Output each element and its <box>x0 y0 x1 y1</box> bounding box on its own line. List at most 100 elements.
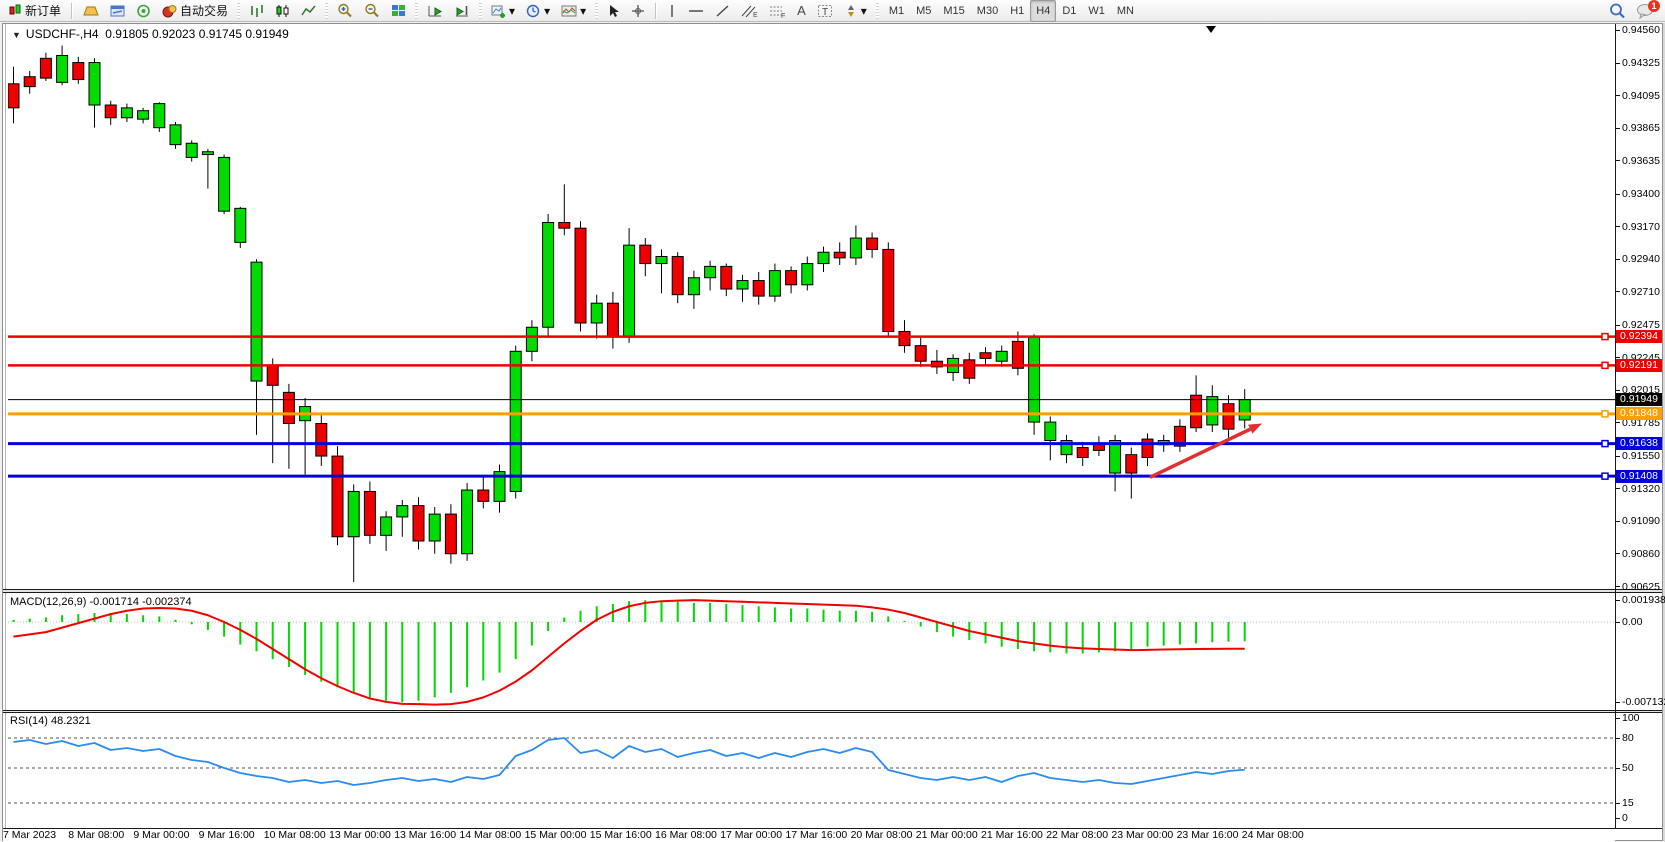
timeframe-M30[interactable]: M30 <box>976 4 999 17</box>
time-label: 8 Mar 08:00 <box>68 829 125 841</box>
main-toolbar: 新订单 自动交易 ▾ ▾ <box>0 0 1665 22</box>
new-order-button[interactable]: 新订单 <box>4 0 66 22</box>
rsi-panel-canvas[interactable] <box>8 713 1615 828</box>
time-label: 23 Mar 16:00 <box>1176 829 1239 841</box>
macd-label: -0.007132 <box>1622 696 1665 709</box>
profiles-dropdown[interactable]: ▾ <box>521 0 555 22</box>
time-label: 24 Mar 08:00 <box>1241 829 1304 841</box>
price-label: 0.93170 <box>1622 220 1660 233</box>
search-button[interactable] <box>1604 0 1631 22</box>
macd-splitter[interactable] <box>3 590 1662 592</box>
zoom-in-button[interactable] <box>332 0 358 22</box>
timeframe-M1[interactable]: M1 <box>888 4 905 17</box>
price-tick <box>1616 258 1620 260</box>
cursor-button[interactable] <box>602 0 625 22</box>
time-label: 15 Mar 16:00 <box>589 829 652 841</box>
macd-panel-canvas[interactable] <box>8 593 1615 710</box>
time-label: 7 Mar 2023 <box>3 829 57 841</box>
candle-chart-button[interactable] <box>270 0 295 22</box>
main-chart-bottom-border <box>3 589 1662 590</box>
tile-windows-button[interactable] <box>386 0 411 22</box>
new-chart-dropdown[interactable]: ▾ <box>486 0 520 22</box>
zoom-out-button[interactable] <box>359 0 385 22</box>
timeframe-H1[interactable]: H1 <box>1010 4 1025 17</box>
window-left-edge <box>5 24 6 841</box>
price-label: 0.92710 <box>1622 285 1660 298</box>
market-window-icon <box>110 5 125 16</box>
price-label: 0.93865 <box>1622 122 1660 135</box>
vertical-line-button[interactable] <box>662 0 682 22</box>
rsi-bottom-border <box>3 828 1662 829</box>
autoscroll-button[interactable] <box>422 0 448 22</box>
horizontal-line-button[interactable] <box>683 0 709 22</box>
timeframe-H4[interactable]: H4 <box>1030 0 1057 22</box>
line-chart-button[interactable] <box>296 0 321 22</box>
rsi-tick <box>1616 737 1620 739</box>
notifications-button[interactable]: 1 <box>1631 0 1660 22</box>
price-label: 0.91550 <box>1622 450 1660 463</box>
fibonacci-button[interactable]: F <box>764 0 791 22</box>
text-button[interactable]: A <box>792 0 811 22</box>
resistance-line-upper-handle[interactable] <box>1601 332 1609 341</box>
price-badge-0.91408: 0.91408 <box>1616 469 1662 483</box>
new-order-icon <box>9 4 21 15</box>
autotrade-button[interactable]: 自动交易 <box>157 0 233 22</box>
price-label: 0.92940 <box>1622 253 1660 266</box>
price-tick <box>1616 389 1620 391</box>
price-tick <box>1616 422 1620 424</box>
price-tick <box>1616 291 1620 293</box>
autoscroll-icon <box>428 5 443 16</box>
support-line-upper-handle[interactable] <box>1601 439 1609 448</box>
price-tick <box>1616 520 1620 522</box>
trend-arrow[interactable] <box>1149 427 1252 479</box>
chart-shift-marker[interactable] <box>1206 26 1216 33</box>
price-label: 0.94325 <box>1622 57 1660 70</box>
price-label: 0.93400 <box>1622 188 1660 201</box>
timeframe-W1[interactable]: W1 <box>1088 4 1105 17</box>
chevron-down-icon: ▾ <box>580 3 587 18</box>
price-chart-canvas[interactable] <box>8 24 1615 590</box>
bar-chart-button[interactable] <box>244 0 269 22</box>
price-tick <box>1616 324 1620 326</box>
collapse-triangle-icon[interactable]: ▼ <box>12 30 21 40</box>
gold-button[interactable] <box>78 0 104 22</box>
time-label: 10 Mar 08:00 <box>263 829 326 841</box>
macd-bottom-border <box>3 710 1662 711</box>
pivot-line-orange-handle[interactable] <box>1601 410 1609 418</box>
templates-dropdown[interactable]: ▾ <box>556 0 591 22</box>
timeframe-M15[interactable]: M15 <box>943 4 965 17</box>
signal-button[interactable] <box>131 0 156 22</box>
timeframe-D1[interactable]: D1 <box>1062 4 1077 17</box>
timeframe-MN[interactable]: MN <box>1116 4 1134 17</box>
macd-label: 0.00 <box>1622 616 1643 628</box>
new-order-label: 新订单 <box>25 4 62 18</box>
channel-icon: E <box>741 5 758 18</box>
macd-tick <box>1616 621 1620 623</box>
svg-text:T: T <box>822 7 828 18</box>
price-tick <box>1616 127 1620 129</box>
template-icon <box>561 5 577 16</box>
rsi-label: 15 <box>1622 797 1634 809</box>
arrows-dropdown[interactable]: ▾ <box>839 0 872 22</box>
market-window-button[interactable] <box>105 0 130 22</box>
timeframe-M5[interactable]: M5 <box>916 4 932 17</box>
resistance-line-lower-handle[interactable] <box>1601 361 1609 370</box>
time-label: 21 Mar 00:00 <box>915 829 978 841</box>
support-line-lower-handle[interactable] <box>1601 472 1609 480</box>
rsi-line <box>13 737 1245 786</box>
label-button[interactable]: T <box>812 0 838 22</box>
crosshair-icon <box>632 4 645 17</box>
timeframe-group: M1 M5 M15 M30 H1 H4 D1 W1 MN <box>883 0 1140 22</box>
clock-icon <box>526 4 540 17</box>
trendline-button[interactable] <box>710 0 735 22</box>
price-badge-0.91638: 0.91638 <box>1616 437 1662 451</box>
price-tick <box>1616 226 1620 228</box>
price-tick <box>1616 29 1620 31</box>
channel-button[interactable]: E <box>736 0 763 22</box>
time-label: 9 Mar 00:00 <box>133 829 190 841</box>
rsi-top-border <box>3 712 1662 713</box>
chart-shift-button[interactable] <box>449 0 475 22</box>
chart-window[interactable] <box>2 23 1663 841</box>
crosshair-button[interactable] <box>626 0 650 22</box>
time-axis[interactable]: 7 Mar 2023 8 Mar 08:00 9 Mar 00:00 9 Mar 16… <box>3 829 1615 842</box>
